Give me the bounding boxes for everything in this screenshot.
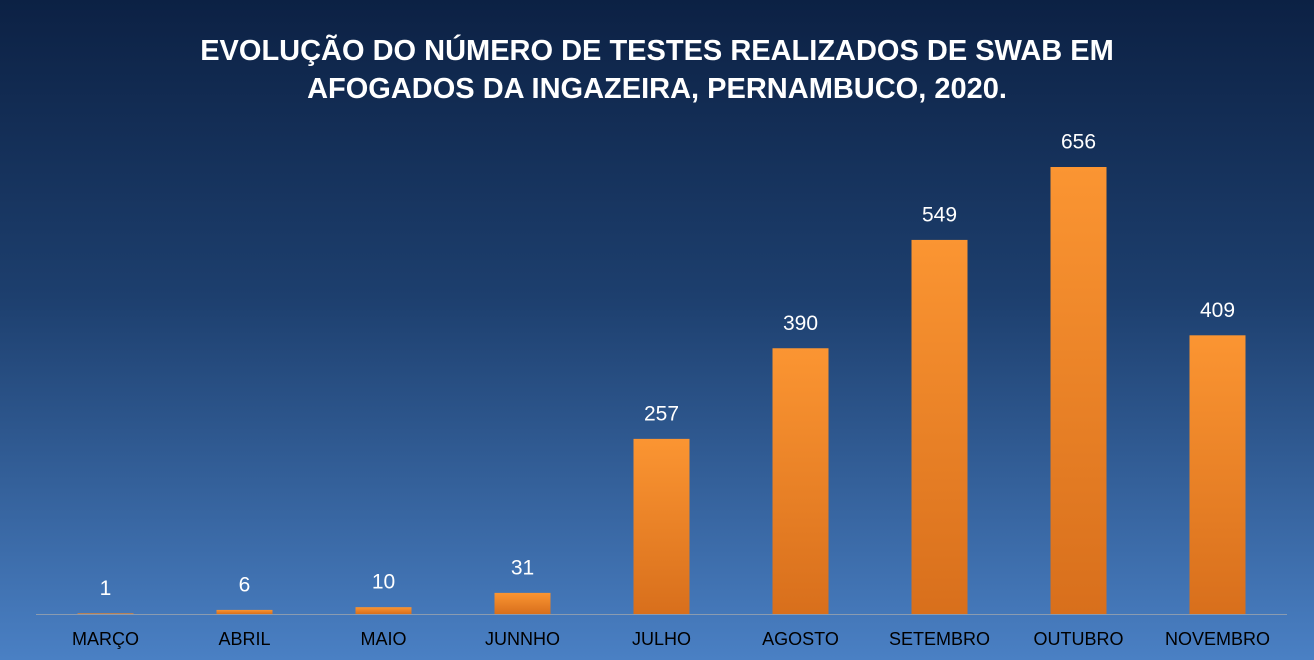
x-tick-label: JULHO <box>632 629 691 649</box>
x-tick-label: MARÇO <box>72 629 139 649</box>
data-label: 31 <box>511 556 534 579</box>
bar <box>216 609 273 614</box>
data-label: 656 <box>1061 131 1096 154</box>
data-label: 390 <box>783 312 818 335</box>
x-tick-label: OUTUBRO <box>1034 629 1124 649</box>
bar <box>77 613 134 614</box>
data-label: 549 <box>922 203 957 226</box>
data-label: 257 <box>644 402 679 425</box>
bar <box>633 438 690 614</box>
x-tick-label: NOVEMBRO <box>1165 629 1270 649</box>
data-label: 6 <box>239 573 251 596</box>
bar <box>772 348 829 614</box>
bar <box>355 607 412 614</box>
bar <box>1050 167 1107 614</box>
data-label: 10 <box>372 571 395 594</box>
chart-title: EVOLUÇÃO DO NÚMERO DE TESTES REALIZADOS … <box>200 35 1114 105</box>
bar <box>911 239 968 614</box>
x-tick-label: MAIO <box>360 629 406 649</box>
data-label: 409 <box>1200 299 1235 322</box>
x-tick-label: AGOSTO <box>762 629 839 649</box>
bar <box>494 592 551 614</box>
x-tick-label: SETEMBRO <box>889 629 990 649</box>
x-tick-label: ABRIL <box>218 629 270 649</box>
data-label: 1 <box>100 577 112 600</box>
bar <box>1189 335 1246 614</box>
x-tick-label: JUNNHO <box>485 629 560 649</box>
